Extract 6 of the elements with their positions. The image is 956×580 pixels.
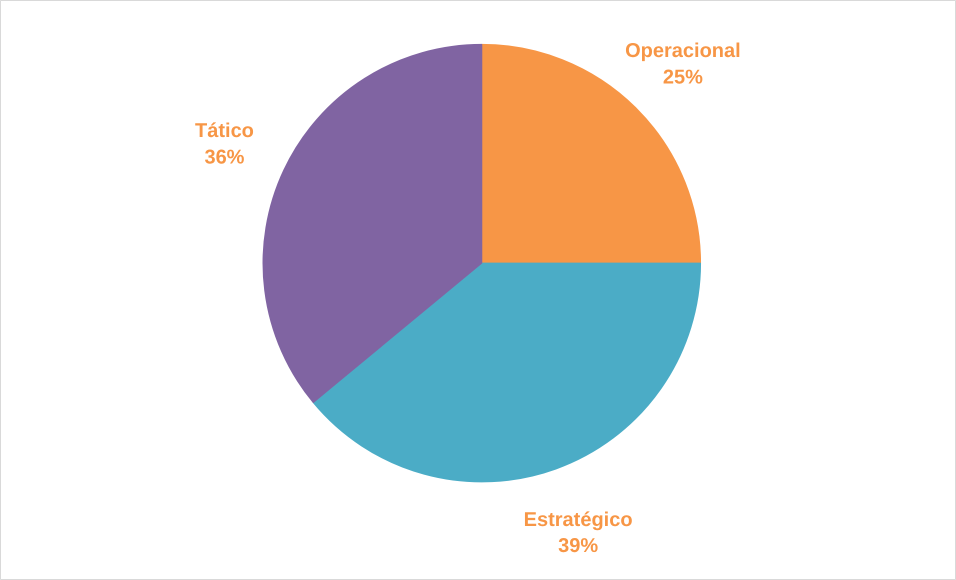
data-label: 25% [662, 66, 704, 88]
slice-label: Operacional [625, 40, 741, 62]
data-label: 39% [558, 535, 598, 558]
slice-label: Tático [195, 120, 254, 142]
data-label: 36% [204, 146, 245, 168]
slice-label: Estratégico [524, 508, 633, 531]
